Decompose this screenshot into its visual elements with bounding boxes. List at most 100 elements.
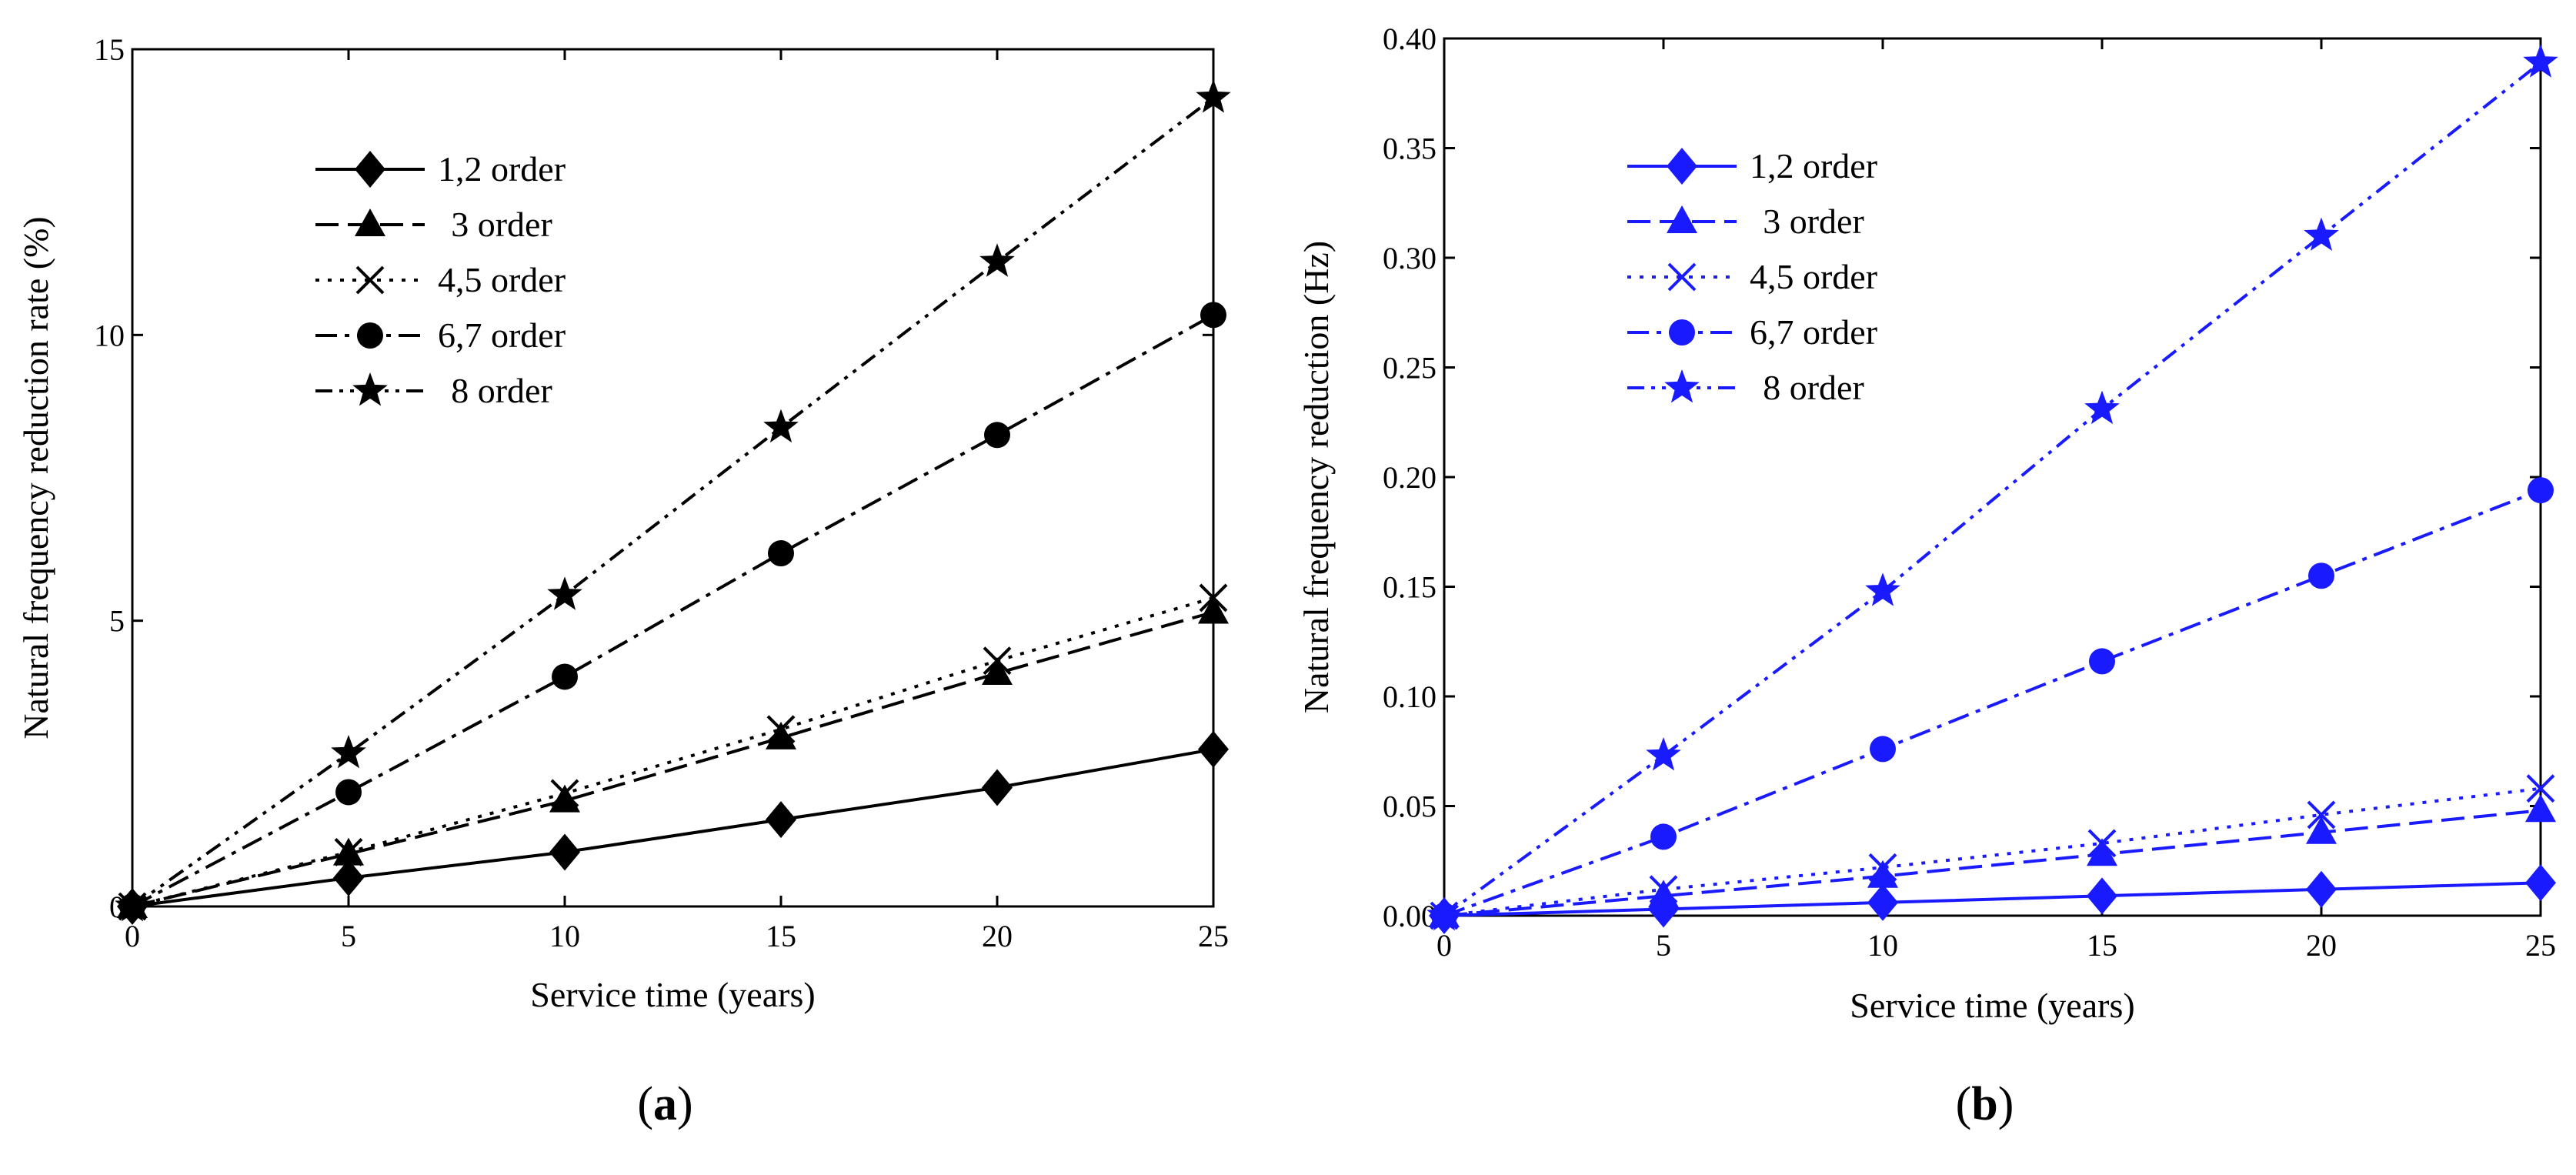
series-a-5 [115,79,1231,922]
legend-label: 3 order [1763,202,1864,241]
legend-marker-triangle [355,209,385,236]
series-line [132,610,1214,908]
legend-label: 4,5 order [438,260,566,299]
legend-marker-diamond [1667,148,1697,185]
y-tick-label: 0.00 [1383,899,1436,933]
data-point-cross [334,838,363,866]
legend-label: 3 order [451,205,552,244]
legend-marker-triangle [1667,205,1697,233]
series-a-2 [117,596,1229,918]
data-point-diamond [333,859,364,896]
x-tick-label: 15 [766,919,796,953]
y-tick-label: 0.25 [1383,351,1436,386]
data-point-star [2084,390,2120,425]
data-point-diamond [982,769,1013,806]
data-point-star [2523,44,2558,78]
legend-marker-cross [1667,262,1697,292]
legend-marker-circle [1669,319,1695,345]
series-b-4 [1431,477,2554,929]
series-b-3 [1430,774,2555,930]
data-point-cross [550,779,579,808]
series-a-3 [118,583,1228,921]
panel-b: 0 5 10 15 20 25 0.00 0.05 0.10 0.15 0.20 0.25 0.30 0.… [1296,22,2558,1130]
series-b-5 [1426,44,2558,931]
legend-marker-star [352,372,388,406]
data-point-star [1865,572,1900,606]
y-tick-label: 0.10 [1383,679,1436,714]
series-line [131,96,1215,908]
data-point-star [1196,79,1231,113]
data-point-triangle [2525,794,2556,823]
x-tick-label: 10 [549,919,580,953]
x-tick-label: 5 [341,919,356,953]
data-point-triangle [2087,838,2117,866]
data-point-diamond [2525,864,2556,902]
x-tick-label: 0 [1436,928,1452,963]
y-axis-title: Natural frequency reduction rate (%) [16,216,55,739]
data-point-star [763,409,799,443]
data-point-triangle [982,656,1013,685]
series-b-2 [1429,794,2556,927]
series-line [132,596,1214,908]
data-point-star [1426,897,1462,931]
legend-label: 8 order [1763,368,1864,407]
data-point-circle [1650,823,1677,850]
panel-label-open-paren: ( [1956,1078,1972,1130]
legend-label: 6,7 order [1750,312,1877,352]
data-point-cross [2307,800,2336,830]
data-point-circle [335,779,362,806]
legend-label: 1,2 order [438,149,566,189]
data-point-circle [2528,477,2554,504]
x-tick-label: 20 [2306,928,2337,963]
data-point-circle [552,663,578,690]
data-point-cross [1199,583,1228,613]
data-point-diamond [2087,877,2117,915]
x-tick-label: 15 [2087,928,2117,963]
x-tick-label: 10 [1867,928,1898,963]
data-point-star [331,735,366,769]
series-line [1443,881,2541,917]
data-point-circle [984,422,1010,449]
data-point-triangle [1648,880,1679,908]
y-tick-label: 5 [109,604,125,639]
data-point-diamond [1867,883,1898,921]
data-point-triangle [766,721,796,749]
y-tick-label: 0.40 [1383,22,1436,56]
panel-label-close-paren: ) [1998,1078,2014,1130]
legend-marker-diamond [355,151,385,188]
data-point-cross [766,715,796,744]
panel-label-open-paren: ( [637,1078,653,1130]
legend-a: 1,2 order 3 order 4,5 order 6,7 order 8 orde… [315,149,566,410]
data-point-diamond [2306,870,2337,908]
panel-label-letter: a [653,1078,677,1130]
y-tick-label: 0.05 [1383,789,1436,824]
y-tick-label: 0.35 [1383,132,1436,166]
legend-label: 1,2 order [1750,146,1877,185]
legend-marker-cross [355,265,385,295]
data-point-circle [2089,648,2115,675]
data-point-circle [1870,736,1896,763]
data-point-circle [2308,562,2334,589]
y-tick-label: 10 [94,318,125,352]
series-line [1443,489,2541,917]
data-point-star [1646,737,1681,771]
x-tick-label: 25 [2525,928,2556,963]
x-axis-title: Service time (years) [1850,986,2134,1025]
data-point-cross [983,646,1012,676]
x-tick-label: 20 [982,919,1013,953]
data-point-triangle [1867,860,1898,888]
x-tick-label: 5 [1656,928,1671,963]
y-tick-label: 0.30 [1383,241,1436,275]
data-point-star [547,576,582,610]
data-point-diamond [1198,730,1229,768]
legend-marker-circle [357,322,383,349]
series-line [132,747,1214,908]
data-point-circle [1200,302,1226,329]
y-tick-label: 0.15 [1383,570,1436,605]
x-axis-title: Service time (years) [530,975,815,1014]
data-point-cross [1649,875,1678,904]
legend-b: 1,2 order 3 order 4,5 order 6,7 order 8 orde… [1627,146,1877,407]
y-tick-label: 0.20 [1383,460,1436,495]
data-point-cross [2526,774,2555,803]
series-line [1443,786,2541,917]
